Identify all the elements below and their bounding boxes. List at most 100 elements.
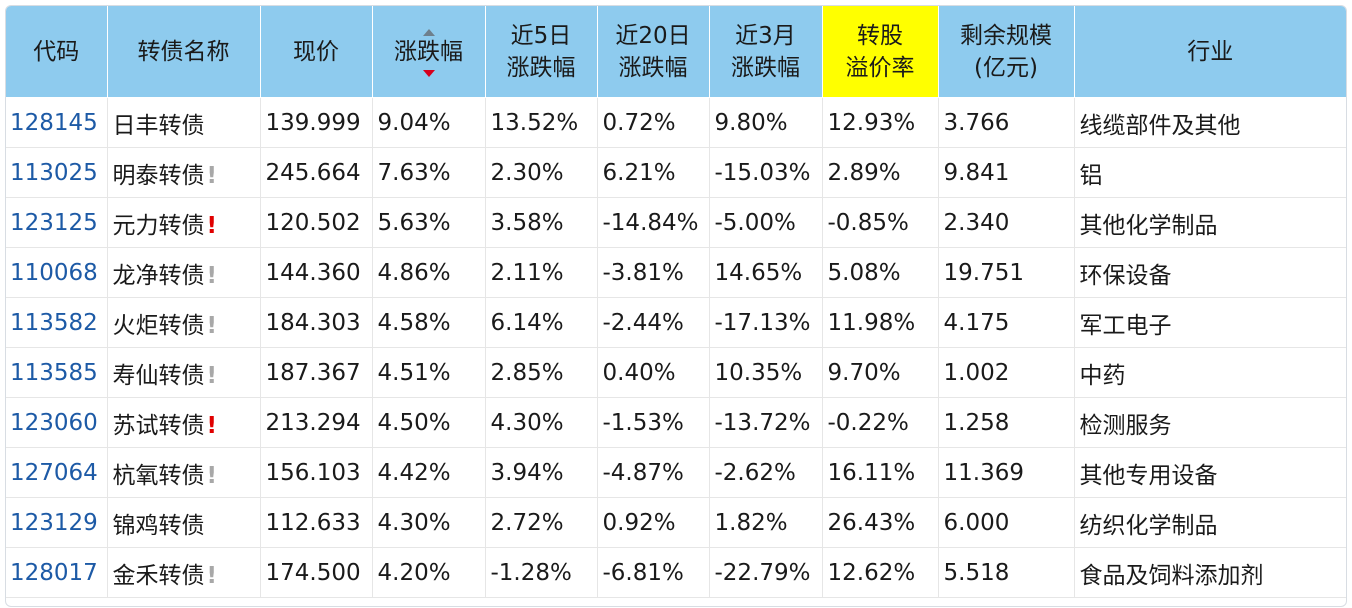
table-row[interactable]: 128145 日丰转债 139.999 9.04% 13.52% 0.72% 9.80% 12…	[6, 97, 1346, 148]
change-5d-cell: 4.30%	[485, 397, 598, 448]
change-20d-cell: 0.40%	[597, 347, 710, 398]
bond-table-container: 代码 转债名称 现价 涨跌幅 近5日 涨跌幅 近20日 涨跌幅 近3月 涨跌幅 转股溢…	[5, 5, 1347, 607]
change-3m-cell: -13.72%	[709, 397, 823, 448]
bond-name[interactable]: 元力转债!	[107, 197, 261, 248]
warning-flag-icon[interactable]: !	[206, 162, 218, 189]
bond-code[interactable]: 113585	[6, 347, 108, 398]
change-20d-cell: -4.87%	[597, 447, 710, 498]
change-cell: 4.42%	[372, 447, 486, 498]
premium-cell: 16.11%	[822, 447, 939, 498]
header-industry[interactable]: 行业	[1074, 6, 1346, 98]
bond-name[interactable]: 寿仙转债!	[107, 347, 261, 398]
table-body: 128145 日丰转债 139.999 9.04% 13.52% 0.72% 9.80% 12…	[6, 97, 1346, 598]
industry-cell: 军工电子	[1074, 297, 1346, 348]
price-cell: 213.294	[260, 397, 373, 448]
industry-cell: 检测服务	[1074, 397, 1346, 448]
industry-cell: 线缆部件及其他	[1074, 97, 1346, 148]
bond-code[interactable]: 128145	[6, 97, 108, 148]
table-header: 代码 转债名称 现价 涨跌幅 近5日 涨跌幅 近20日 涨跌幅 近3月 涨跌幅 转股溢…	[6, 6, 1346, 98]
premium-cell: -0.22%	[822, 397, 939, 448]
price-cell: 139.999	[260, 97, 373, 148]
table-row[interactable]: 113025 明泰转债! 245.664 7.63% 2.30% 6.21% -15.03%…	[6, 147, 1346, 198]
change-3m-cell: 1.82%	[709, 497, 823, 548]
industry-cell: 纺织化学制品	[1074, 497, 1346, 548]
bond-code[interactable]: 113025	[6, 147, 108, 198]
change-3m-cell: -22.79%	[709, 547, 823, 598]
warning-flag-icon[interactable]: !	[206, 562, 218, 589]
bond-name-label: 火炬转债	[112, 312, 205, 339]
premium-cell: 2.89%	[822, 147, 939, 198]
sort-descending-icon	[422, 69, 435, 77]
bond-name-label: 明泰转债	[112, 162, 205, 189]
table-row[interactable]: 113582 火炬转债! 184.303 4.58% 6.14% -2.44% -17.13…	[6, 297, 1346, 348]
bond-name-label: 锦鸡转债	[112, 512, 205, 539]
size-cell: 2.340	[938, 197, 1075, 248]
premium-cell: 26.43%	[822, 497, 939, 548]
warning-flag-icon[interactable]: !	[206, 362, 218, 389]
table-row[interactable]: 110068 龙净转债! 144.360 4.86% 2.11% -3.81% 14.65%…	[6, 247, 1346, 298]
warning-flag-icon[interactable]: !	[206, 212, 218, 239]
industry-cell: 中药	[1074, 347, 1346, 398]
bond-code[interactable]: 127064	[6, 447, 108, 498]
bond-name[interactable]: 杭氧转债!	[107, 447, 261, 498]
table-row[interactable]: 127064 杭氧转债! 156.103 4.42% 3.94% -4.87% -2.62%…	[6, 447, 1346, 498]
bond-name[interactable]: 锦鸡转债	[107, 497, 261, 548]
change-cell: 4.58%	[372, 297, 486, 348]
warning-flag-icon[interactable]: !	[206, 312, 218, 339]
bond-name[interactable]: 金禾转债!	[107, 547, 261, 598]
header-change-3m[interactable]: 近3月 涨跌幅	[709, 6, 823, 98]
change-3m-cell: 14.65%	[709, 247, 823, 298]
change-5d-cell: 13.52%	[485, 97, 598, 148]
change-3m-cell: -2.62%	[709, 447, 823, 498]
warning-flag-icon[interactable]: !	[206, 462, 218, 489]
table-row[interactable]: 128017 金禾转债! 174.500 4.20% -1.28% -6.81% -22.7…	[6, 547, 1346, 598]
size-cell: 19.751	[938, 247, 1075, 298]
header-code[interactable]: 代码	[6, 6, 108, 98]
bond-name[interactable]: 明泰转债!	[107, 147, 261, 198]
table-row[interactable]: 123129 锦鸡转债 112.633 4.30% 2.72% 0.92% 1.82% 26.…	[6, 497, 1346, 548]
industry-cell: 铝	[1074, 147, 1346, 198]
size-cell: 11.369	[938, 447, 1075, 498]
change-cell: 4.50%	[372, 397, 486, 448]
price-cell: 174.500	[260, 547, 373, 598]
bond-code[interactable]: 123125	[6, 197, 108, 248]
header-change-5d[interactable]: 近5日 涨跌幅	[485, 6, 598, 98]
header-conversion-premium[interactable]: 转股 溢价率	[822, 6, 939, 98]
bond-name[interactable]: 龙净转债!	[107, 247, 261, 298]
bond-name-label: 杭氧转债	[112, 462, 205, 489]
size-cell: 5.518	[938, 547, 1075, 598]
bond-name-label: 元力转债	[112, 212, 205, 239]
header-change-20d[interactable]: 近20日 涨跌幅	[597, 6, 710, 98]
header-remaining-size[interactable]: 剩余规模 (亿元)	[938, 6, 1075, 98]
change-20d-cell: -6.81%	[597, 547, 710, 598]
bond-code[interactable]: 113582	[6, 297, 108, 348]
warning-flag-icon[interactable]: !	[206, 262, 218, 289]
size-cell: 1.258	[938, 397, 1075, 448]
bond-code[interactable]: 110068	[6, 247, 108, 298]
header-price[interactable]: 现价	[260, 6, 373, 98]
bond-code[interactable]: 123060	[6, 397, 108, 448]
change-cell: 4.20%	[372, 547, 486, 598]
bond-name[interactable]: 日丰转债	[107, 97, 261, 148]
change-cell: 7.63%	[372, 147, 486, 198]
price-cell: 156.103	[260, 447, 373, 498]
bond-code[interactable]: 123129	[6, 497, 108, 548]
table-row[interactable]: 123125 元力转债! 120.502 5.63% 3.58% -14.84% -5.00…	[6, 197, 1346, 248]
industry-cell: 食品及饲料添加剂	[1074, 547, 1346, 598]
bond-name[interactable]: 苏试转债!	[107, 397, 261, 448]
warning-flag-icon[interactable]: !	[206, 412, 218, 439]
price-cell: 120.502	[260, 197, 373, 248]
table-row[interactable]: 123060 苏试转债! 213.294 4.50% 4.30% -1.53% -13.72…	[6, 397, 1346, 448]
change-3m-cell: -17.13%	[709, 297, 823, 348]
table-row[interactable]: 113585 寿仙转债! 187.367 4.51% 2.85% 0.40% 10.35% 9…	[6, 347, 1346, 398]
header-change[interactable]: 涨跌幅	[372, 6, 486, 98]
premium-cell: 9.70%	[822, 347, 939, 398]
change-3m-cell: 9.80%	[709, 97, 823, 148]
header-name[interactable]: 转债名称	[107, 6, 261, 98]
change-20d-cell: 0.72%	[597, 97, 710, 148]
bond-name[interactable]: 火炬转债!	[107, 297, 261, 348]
industry-cell: 其他专用设备	[1074, 447, 1346, 498]
sort-ascending-icon	[422, 28, 435, 36]
premium-cell: 5.08%	[822, 247, 939, 298]
bond-code[interactable]: 128017	[6, 547, 108, 598]
